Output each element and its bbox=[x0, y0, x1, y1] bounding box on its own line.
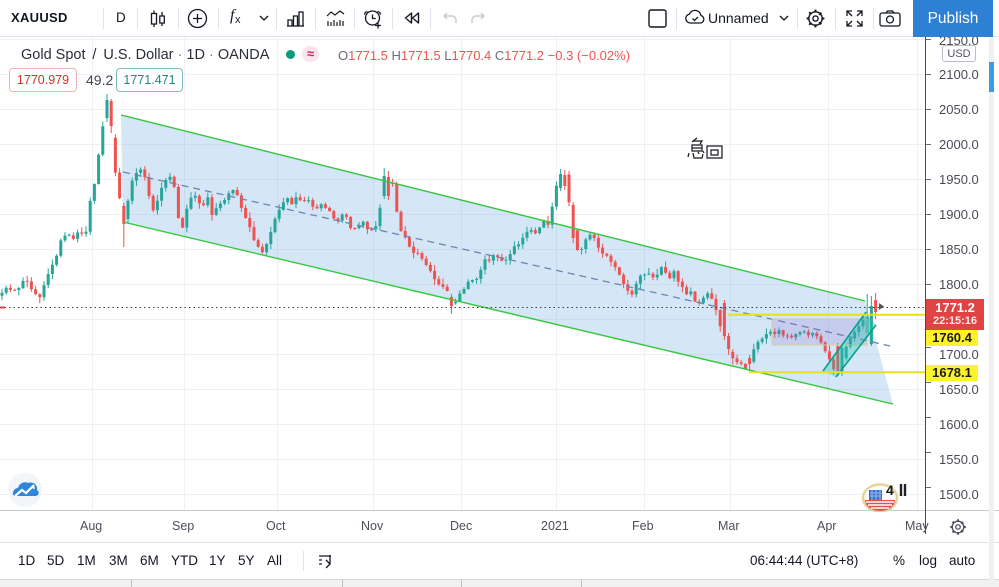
svg-text:4: 4 bbox=[886, 482, 894, 498]
